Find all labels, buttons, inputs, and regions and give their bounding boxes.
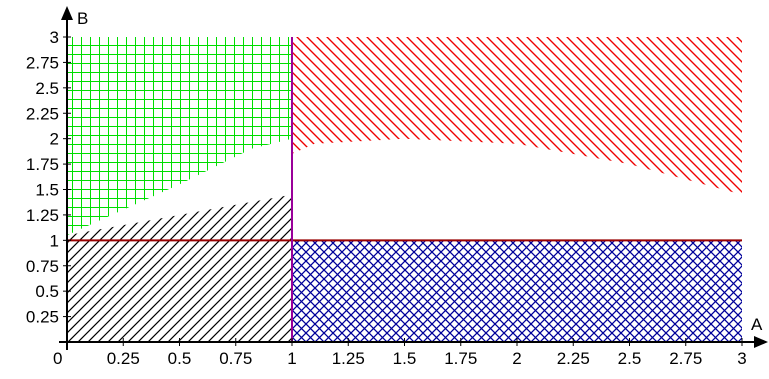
y-tick-label: 1.25 [26, 206, 59, 225]
origin-label: 0 [53, 349, 62, 368]
y-tick-label: 2.5 [35, 79, 59, 98]
x-tick-label: 2.5 [618, 349, 642, 368]
x-tick-label: 2 [512, 349, 521, 368]
y-tick-label: 2.25 [26, 104, 59, 123]
region-black-diagonal [67, 194, 292, 342]
y-tick-label: 1.5 [35, 181, 59, 200]
y-ticks: 0.25 0.5 0.75 1 1.25 1.5 1.75 2 2.25 2.5 2.75 3 [26, 28, 71, 327]
boundary-lines-layer [67, 37, 742, 342]
y-tick-label: 3 [50, 28, 59, 47]
y-tick-label: 0.25 [26, 308, 59, 327]
region-navy-crosshatch [292, 240, 742, 342]
y-tick-label: 2 [50, 130, 59, 149]
x-axis-label: A [751, 315, 763, 334]
x-tick-label: 0.25 [107, 349, 140, 368]
y-tick-label: 2.75 [26, 53, 59, 72]
y-tick-label: 0.5 [35, 282, 59, 301]
x-axis-arrow [754, 336, 768, 348]
x-tick-label: 1.5 [393, 349, 417, 368]
x-ticks: 0.25 0.5 0.75 1 1.25 1.5 1.75 2 2.25 2.5 2.75 3 [107, 338, 747, 368]
x-tick-label: 0.75 [219, 349, 252, 368]
y-axis-label: B [77, 9, 88, 28]
axes: 0.25 0.5 0.75 1 1.25 1.5 1.75 2 2.25 2.5 2.75 3 0.2… [26, 6, 768, 368]
x-tick-label: 2.25 [557, 349, 590, 368]
y-axis-arrow [61, 6, 73, 20]
y-tick-label: 0.75 [26, 257, 59, 276]
y-tick-label: 1.75 [26, 155, 59, 174]
x-tick-label: 0.5 [168, 349, 192, 368]
x-tick-label: 1.75 [444, 349, 477, 368]
x-tick-label: 3 [737, 349, 746, 368]
regions-layer [67, 37, 742, 342]
region-red-diagonal [292, 37, 742, 195]
x-tick-label: 1.25 [332, 349, 365, 368]
y-tick-label: 1 [50, 231, 59, 250]
x-tick-label: 2.75 [669, 349, 702, 368]
x-tick-label: 1 [287, 349, 296, 368]
region-green-grid [67, 37, 292, 236]
